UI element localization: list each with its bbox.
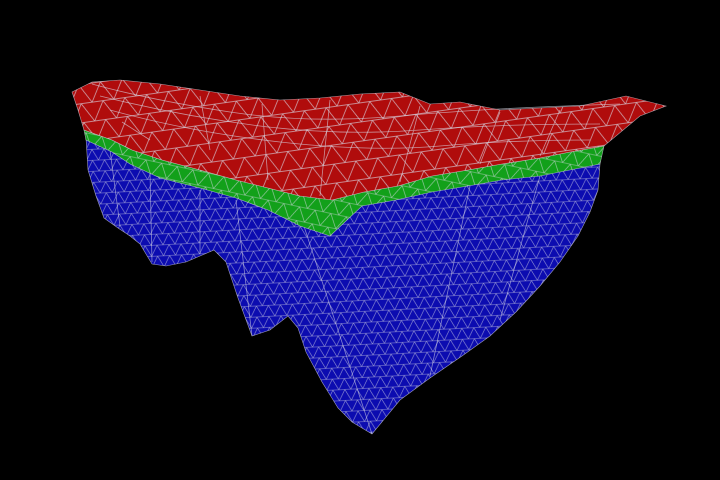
top-layer [71, 79, 667, 201]
